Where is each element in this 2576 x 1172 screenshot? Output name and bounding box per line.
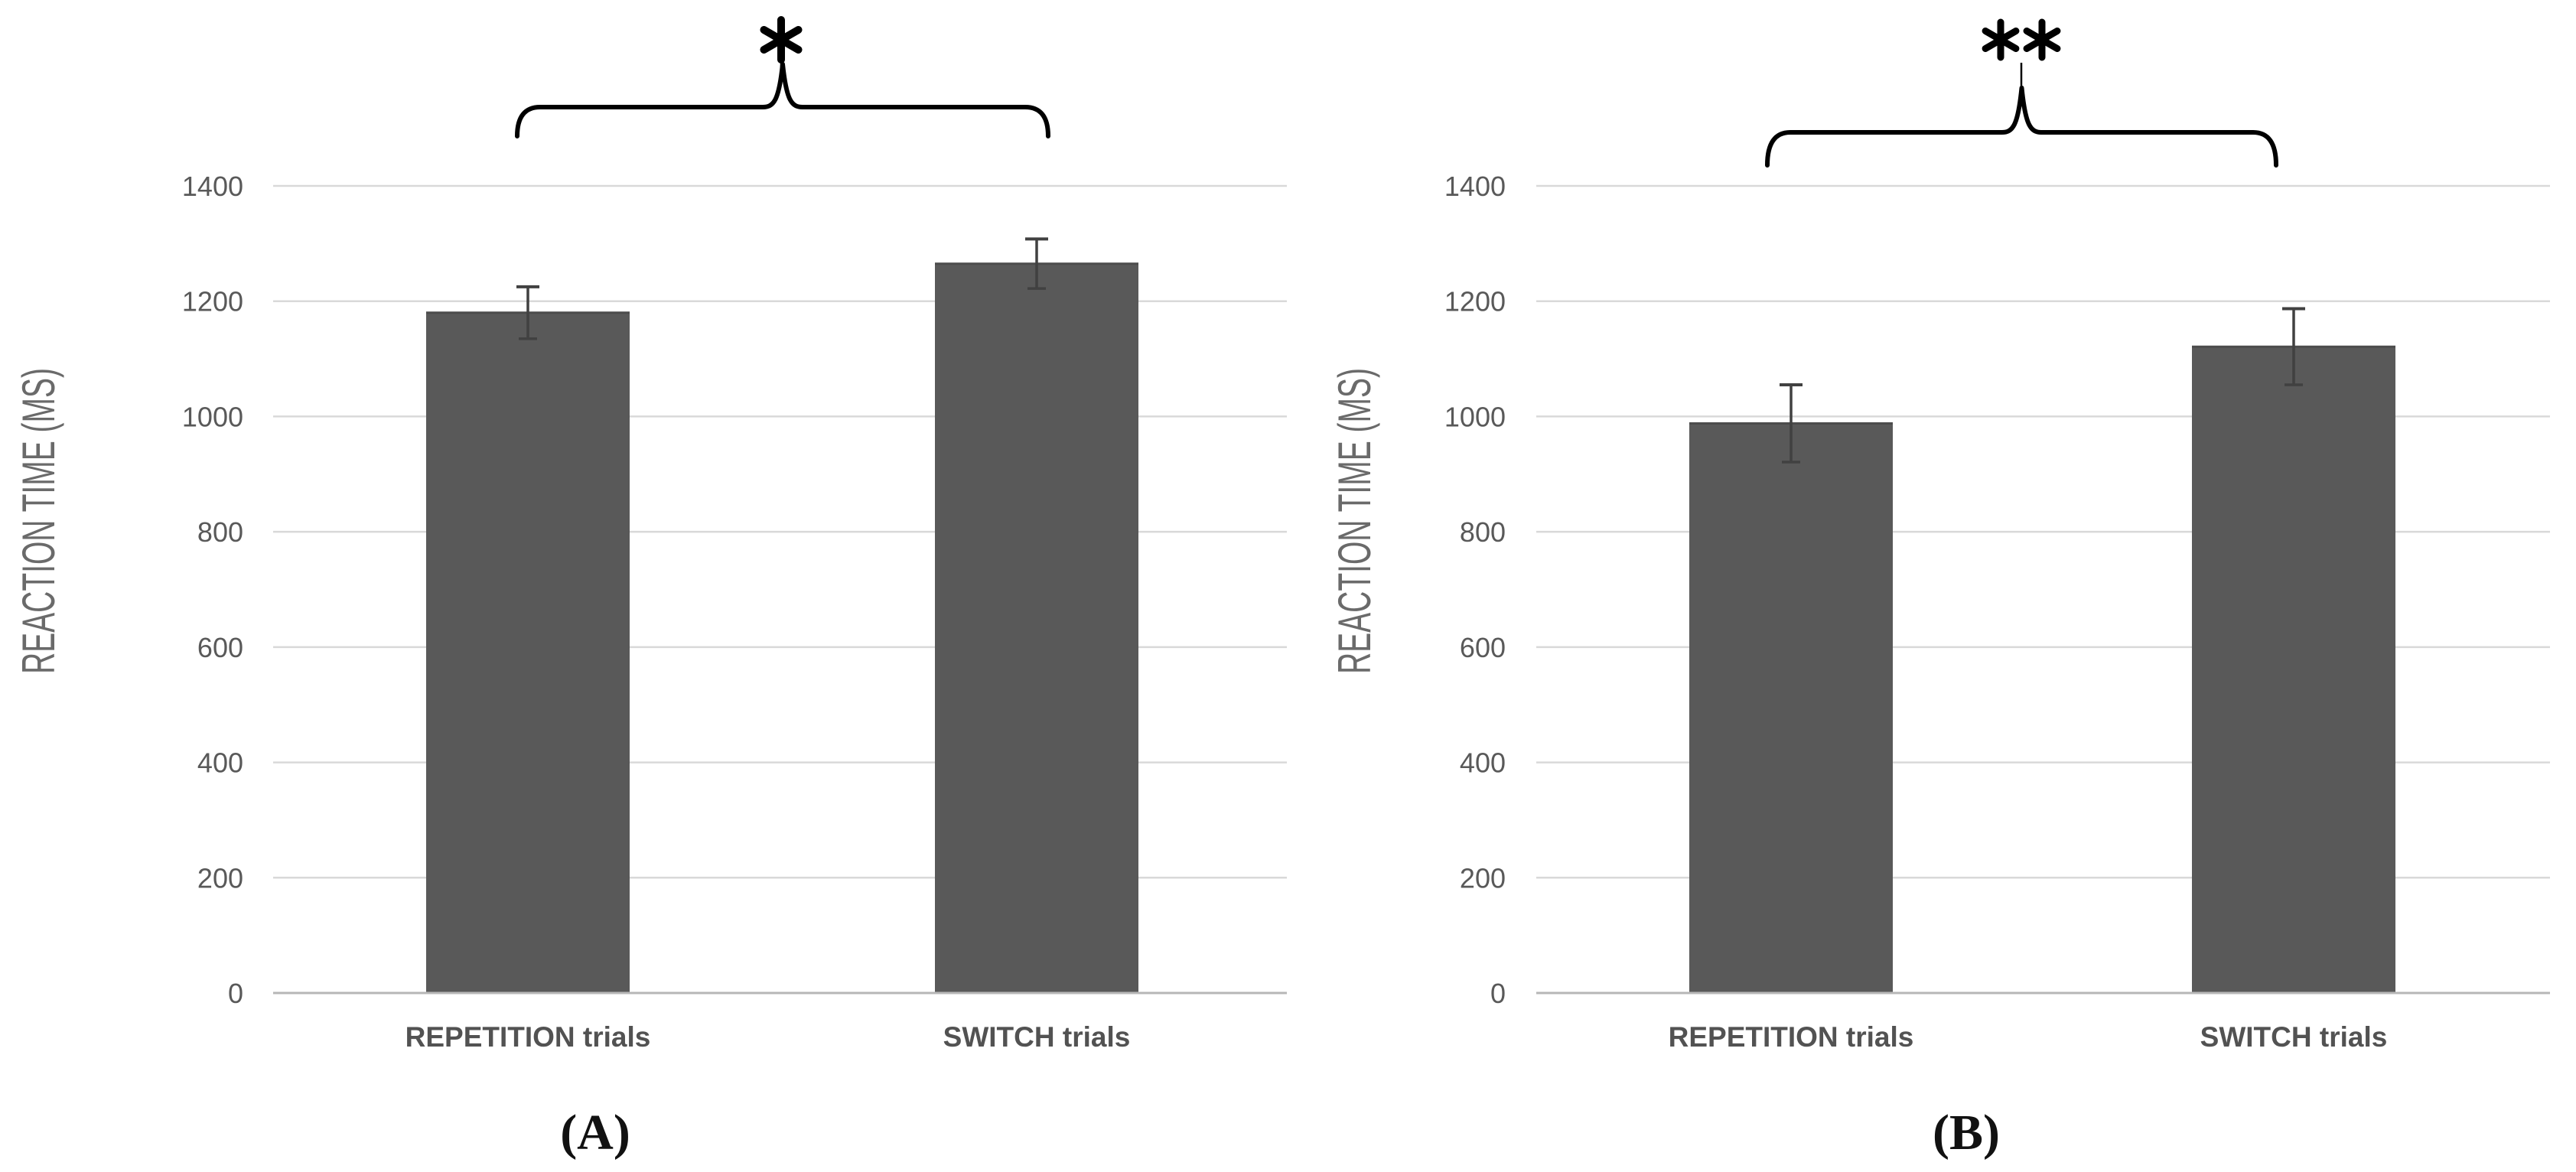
y-tick-label: 400 [197, 747, 243, 779]
bar [1689, 423, 1893, 993]
panel-caption: (B) [1933, 1105, 2000, 1161]
significance-bracket [515, 62, 1050, 138]
y-tick-label: 800 [197, 516, 243, 548]
y-tick-label: 200 [197, 862, 243, 894]
bar [935, 263, 1138, 993]
y-tick-label: 1400 [1444, 171, 1506, 202]
panel-b: 0 200 400 600 800 1000 1200 1400 REPETITION tria… [1329, 18, 2550, 1161]
y-tick-label: 0 [228, 978, 243, 1009]
category-label: REPETITION trials [1669, 1021, 1914, 1053]
asterisk-icon [2023, 18, 2061, 61]
category-label: SWITCH trials [2200, 1021, 2388, 1053]
panel-a: 0 200 400 600 800 1000 1200 1400 REPETITION tria… [13, 16, 1287, 1161]
y-tick-label: 400 [1460, 747, 1506, 779]
y-tick-label: 1000 [182, 401, 243, 432]
y-tick-label: 200 [1460, 862, 1506, 894]
significance-asterisks [760, 16, 803, 63]
y-axis-title: REACTION TIME (MS) [1329, 368, 1380, 674]
category-label: REPETITION trials [405, 1021, 651, 1053]
y-tick-label: 1400 [182, 171, 243, 202]
y-tick-label: 1200 [182, 286, 243, 317]
significance-asterisks [1982, 18, 2061, 61]
y-tick-label: 1000 [1444, 401, 1506, 432]
bar [2192, 347, 2395, 993]
y-tick-label: 0 [1490, 978, 1506, 1009]
y-tick-label: 600 [197, 632, 243, 663]
panel-caption: (A) [560, 1105, 630, 1161]
y-tick-label: 1200 [1444, 286, 1506, 317]
category-label: SWITCH trials [943, 1021, 1131, 1053]
asterisk-icon [760, 16, 803, 63]
significance-bracket [1765, 86, 2278, 168]
bar [426, 312, 630, 993]
y-tick-label: 800 [1460, 516, 1506, 548]
asterisk-icon [1982, 18, 2020, 61]
y-tick-label: 600 [1460, 632, 1506, 663]
y-axis-title: REACTION TIME (MS) [13, 368, 64, 674]
